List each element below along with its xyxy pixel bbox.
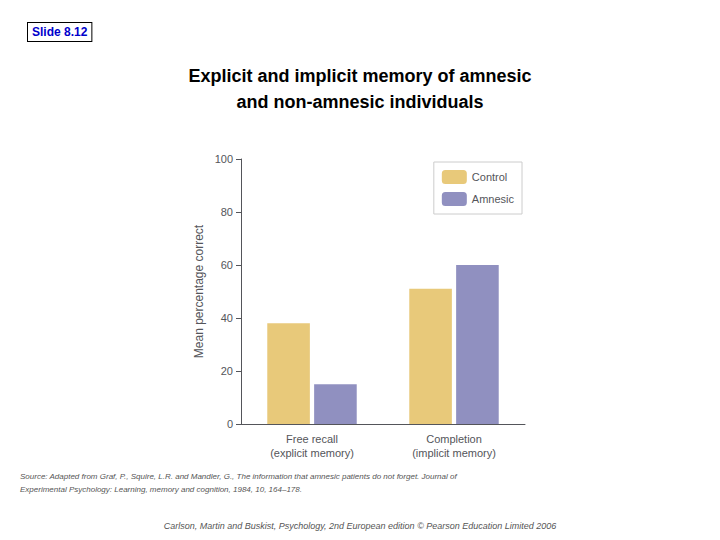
svg-text:Explicit and implicit memory o: Explicit and implicit memory of amnesic bbox=[188, 66, 531, 86]
svg-text:Free recall: Free recall bbox=[286, 433, 338, 445]
svg-text:40: 40 bbox=[221, 312, 233, 324]
svg-text:20: 20 bbox=[221, 365, 233, 377]
svg-text:0: 0 bbox=[227, 418, 233, 430]
svg-text:Experimental Psychology: Learn: Experimental Psychology: Learning, memor… bbox=[20, 485, 302, 494]
svg-text:Completion: Completion bbox=[426, 433, 482, 445]
svg-text:Slide 8.12: Slide 8.12 bbox=[32, 25, 88, 39]
svg-text:Amnesic: Amnesic bbox=[472, 193, 515, 205]
svg-text:Source: Adapted from Graf, P.,: Source: Adapted from Graf, P., Squire, L… bbox=[20, 472, 457, 481]
svg-text:(implicit memory): (implicit memory) bbox=[412, 447, 496, 459]
svg-text:60: 60 bbox=[221, 259, 233, 271]
svg-text:100: 100 bbox=[215, 153, 233, 165]
svg-text:80: 80 bbox=[221, 206, 233, 218]
svg-text:Mean percentage correct: Mean percentage correct bbox=[192, 224, 206, 358]
svg-text:Carlson, Martin and Buskist, P: Carlson, Martin and Buskist, Psychology,… bbox=[164, 521, 557, 531]
svg-text:(explicit memory): (explicit memory) bbox=[270, 447, 354, 459]
svg-text:Control: Control bbox=[472, 171, 507, 183]
svg-text:and non-amnesic individuals: and non-amnesic individuals bbox=[236, 92, 483, 112]
